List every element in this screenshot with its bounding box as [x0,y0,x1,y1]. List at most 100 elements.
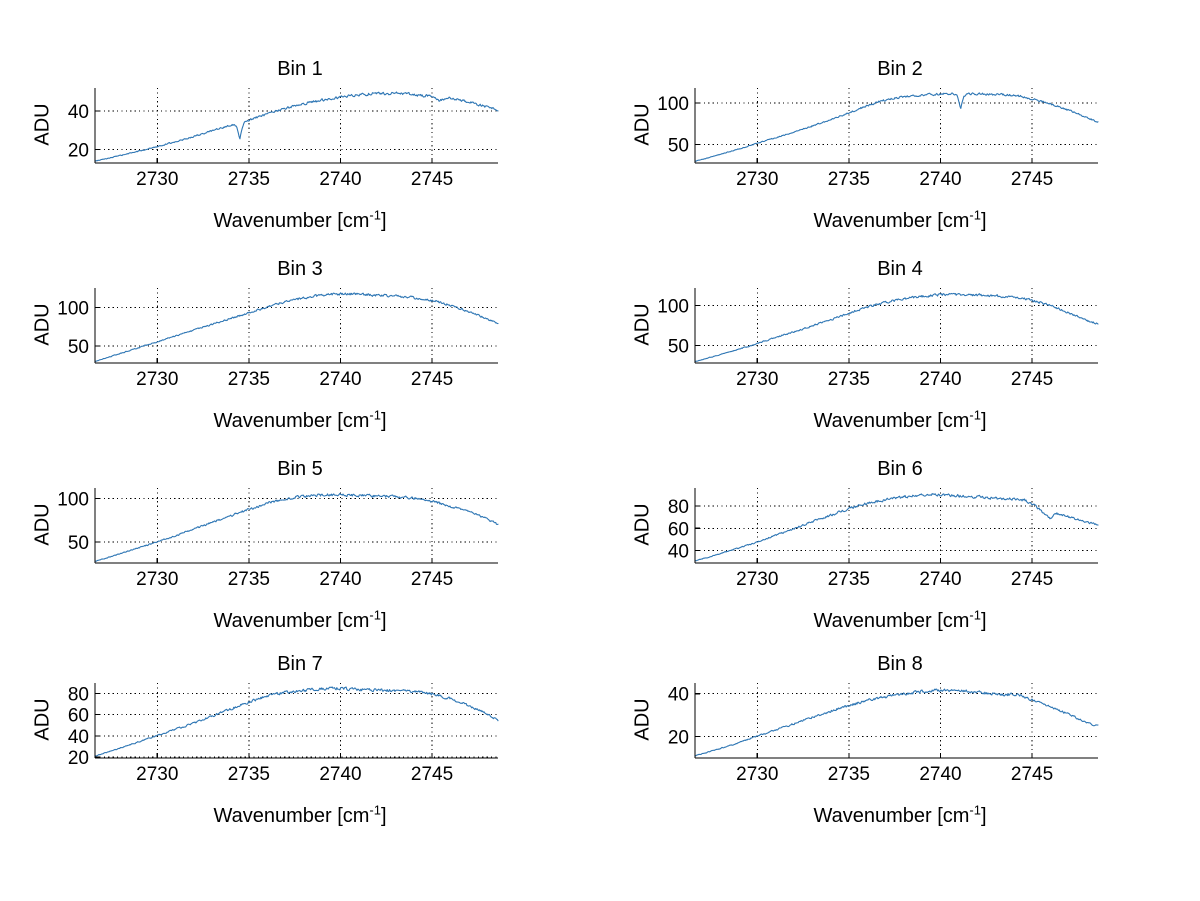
x-axis-label-main: Wavenumber [cm [813,610,970,632]
x-tick-label: 2740 [319,764,361,785]
x-axis-label-main: Wavenumber [cm [813,805,970,827]
y-tick-label: 100 [57,489,89,510]
x-tick-label: 2740 [919,569,961,590]
x-tick-label: 2730 [736,169,778,190]
y-tick-label: 80 [668,497,689,518]
x-tick-label: 2740 [919,169,961,190]
x-tick-label: 2745 [411,369,453,390]
x-axis-label-tail: ] [980,805,987,827]
x-tick-label: 2730 [136,764,178,785]
x-axis-label-main: Wavenumber [cm [213,410,370,432]
spectrum-line [694,92,1099,162]
y-tick-label: 100 [57,298,89,319]
spectrum-line [694,493,1099,562]
y-tick-label: 20 [68,141,89,162]
x-axis-label-tail: ] [980,410,987,432]
x-axis-label-exponent: -1 [969,607,981,623]
x-tick-label: 2735 [228,764,270,785]
x-tick-label: 2745 [411,569,453,590]
x-tick-label: 2730 [136,169,178,190]
plot-panel-bin-5: Bin 5 ADU Wavenumber [cm-1] 50 100 2730 2735 27… [0,450,600,650]
x-axis-label-main: Wavenumber [cm [813,410,970,432]
plot-area: 50 100 2730 2735 2740 2745 [57,488,499,590]
y-tick-label: 80 [68,685,89,706]
x-axis-label-main: Wavenumber [cm [213,610,370,632]
x-tick-label: 2735 [228,369,270,390]
x-tick-label: 2735 [828,369,870,390]
y-tick-label: 20 [68,748,89,769]
x-axis-label-main: Wavenumber [cm [813,210,970,232]
x-tick-label: 2730 [736,569,778,590]
x-axis-label-exponent: -1 [969,802,981,818]
x-axis-label-exponent: -1 [969,207,981,223]
x-tick-label: 2730 [136,569,178,590]
y-tick-label: 50 [668,136,689,157]
x-axis-label-main: Wavenumber [cm [213,210,370,232]
x-tick-label: 2740 [319,369,361,390]
spectrum-line [694,688,1099,757]
y-tick-label: 60 [68,706,89,727]
spectrum-line [94,686,499,757]
y-tick-label: 100 [657,297,689,318]
x-tick-label: 2735 [228,169,270,190]
x-axis-label: Wavenumber [cm-1] [0,207,600,233]
y-tick-label: 40 [68,102,89,123]
plot-area: 20 40 2730 2735 2740 2745 [668,683,1099,785]
x-axis-label-tail: ] [380,210,387,232]
plot-panel-bin-8: Bin 8 ADU Wavenumber [cm-1] 20 40 2730 2735 274… [600,645,1200,845]
panel-title: Bin 4 [877,258,923,280]
x-tick-label: 2745 [1011,569,1053,590]
plot-panel-bin-2: Bin 2 ADU Wavenumber [cm-1] 50 100 2730 2735 27… [600,50,1200,250]
plot-panel-bin-3: Bin 3 ADU Wavenumber [cm-1] 50 100 2730 2735 27… [0,250,600,450]
x-tick-label: 2730 [736,764,778,785]
x-axis-label-tail: ] [380,805,387,827]
x-axis-label: Wavenumber [cm-1] [0,407,600,433]
panel-title: Bin 2 [877,58,923,80]
y-tick-label: 100 [657,94,689,115]
x-axis-label-main: Wavenumber [cm [213,805,370,827]
x-axis-label: Wavenumber [cm-1] [600,408,1200,433]
x-axis-label-exponent: -1 [369,802,381,818]
x-tick-label: 2735 [828,569,870,590]
panel-title: Bin 5 [277,458,323,480]
x-axis-label: Wavenumber [cm-1] [600,207,1200,233]
x-tick-label: 2745 [1011,764,1053,785]
y-tick-label: 60 [668,519,689,540]
x-tick-label: 2730 [136,369,178,390]
x-tick-label: 2740 [319,569,361,590]
y-tick-label: 40 [68,727,89,748]
x-axis-label: Wavenumber [cm-1] [0,802,600,828]
y-tick-label: 40 [668,685,689,706]
x-axis-label-exponent: -1 [369,207,381,223]
plot-panel-bin-1: Bin 1 ADU Wavenumber [cm-1] 20 40 2730 2735 274… [0,50,600,250]
y-tick-label: 40 [668,542,689,563]
panel-title: Bin 7 [277,653,323,675]
y-tick-label: 50 [68,533,89,554]
x-tick-label: 2735 [228,569,270,590]
y-tick-label: 20 [668,728,689,749]
x-axis-label-exponent: -1 [369,407,381,423]
x-tick-label: 2740 [919,764,961,785]
y-tick-label: 50 [668,336,689,357]
plot-area: 50 100 2730 2735 2740 2745 [657,288,1099,390]
x-axis-label: Wavenumber [cm-1] [0,607,600,633]
x-tick-label: 2745 [411,764,453,785]
plot-area: 50 100 2730 2735 2740 2745 [657,88,1099,190]
x-axis-label-tail: ] [380,610,387,632]
x-tick-label: 2735 [828,169,870,190]
x-tick-label: 2735 [828,764,870,785]
x-tick-label: 2745 [411,169,453,190]
plot-area: 20 40 2730 2735 2740 2745 [68,88,499,190]
spectrum-line [94,91,499,162]
panel-title: Bin 6 [877,458,923,480]
plot-panel-bin-4: Bin 4 ADU Wavenumber [cm-1] 50 100 2730 2735 27… [600,250,1200,450]
x-axis-label-tail: ] [980,210,987,232]
x-tick-label: 2740 [919,369,961,390]
x-axis-label: Wavenumber [cm-1] [600,802,1200,828]
panel-title: Bin 3 [277,258,323,280]
x-axis-label-exponent: -1 [369,607,381,623]
plot-panel-bin-6: Bin 6 ADU Wavenumber [cm-1] 40 60 80 2730 2735 2… [600,450,1200,650]
